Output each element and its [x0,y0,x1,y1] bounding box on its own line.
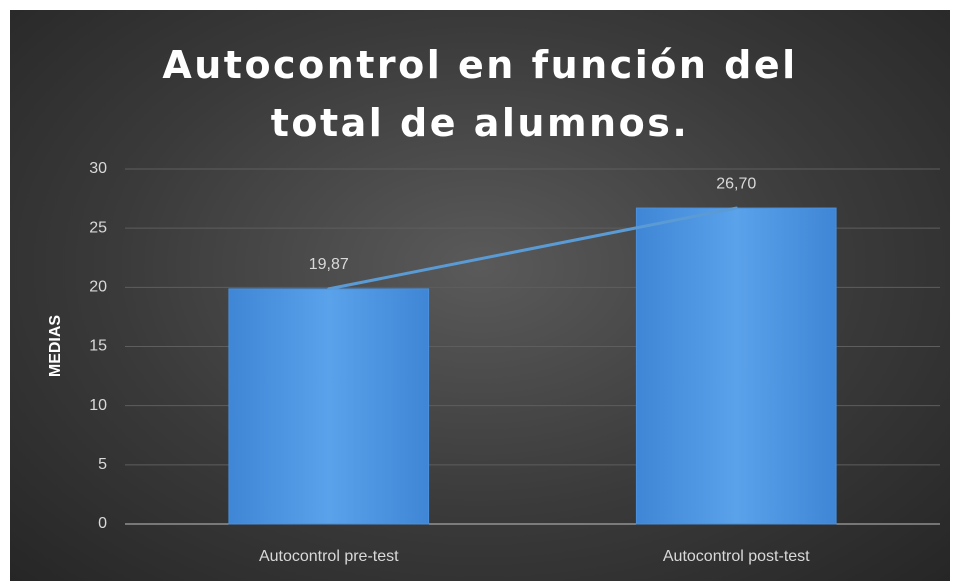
y-axis-label: MEDIAS [47,315,64,378]
y-tick-label: 20 [89,279,107,296]
y-tick-label: 15 [89,338,107,355]
y-tick-label: 0 [98,515,107,532]
bar [228,288,430,525]
y-tick-label: 25 [89,219,107,236]
data-label: 19,87 [309,256,349,273]
bar [635,207,837,525]
y-tick-label: 10 [89,397,107,414]
y-tick-label: 5 [98,456,107,473]
x-tick-label: Autocontrol pre-test [259,548,399,565]
chart-title: Autocontrol en función del total de alum… [162,43,798,145]
line [327,206,738,291]
data-label: 26,70 [716,175,756,192]
x-tick-label: Autocontrol post-test [663,548,810,565]
y-tick-label: 30 [89,160,107,177]
